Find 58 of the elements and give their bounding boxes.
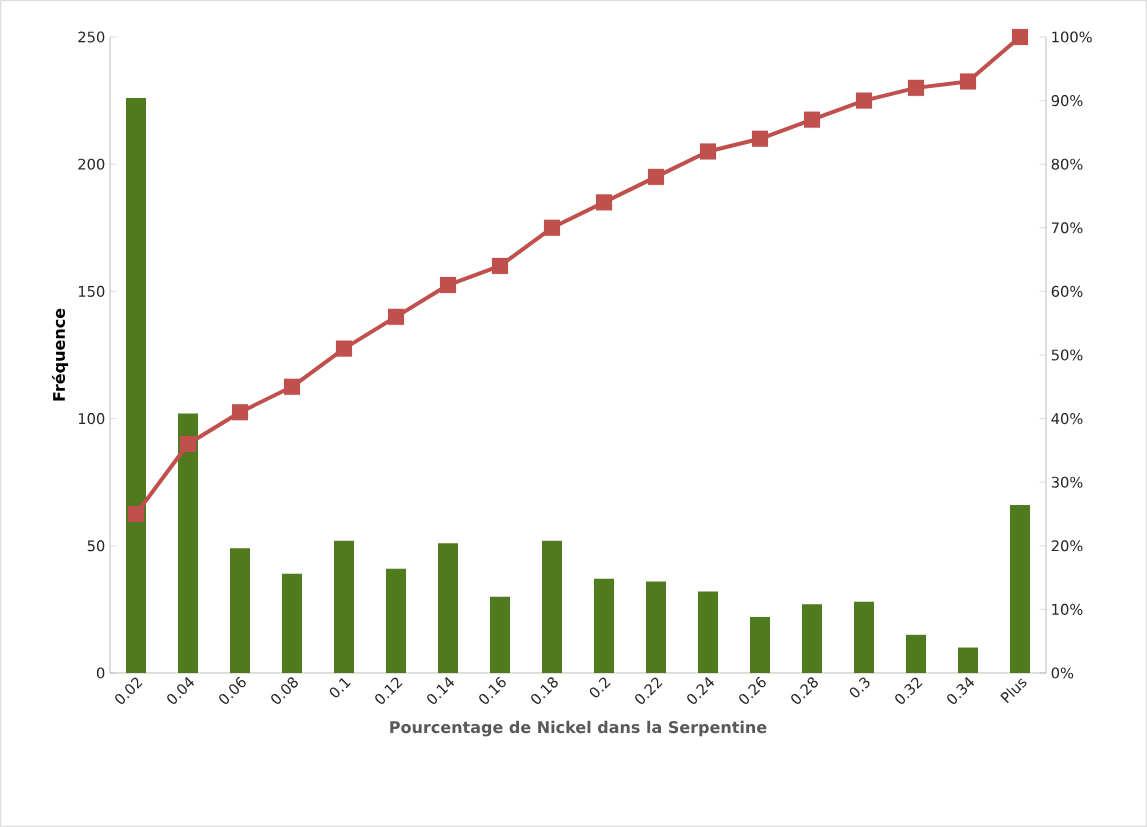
bar: [1010, 505, 1030, 673]
y2-tick-label: 80%: [1051, 158, 1083, 170]
point: [699, 143, 717, 160]
point: [231, 404, 249, 421]
y-tick-label: 50: [87, 540, 105, 552]
point: [543, 219, 561, 236]
bar: [178, 413, 198, 673]
point: [959, 73, 977, 90]
y-tick-label: 250: [78, 31, 105, 43]
y2-tick-label: 70%: [1051, 222, 1083, 234]
y2-tick-label: 10%: [1052, 603, 1083, 615]
point: [439, 276, 457, 294]
y-tick-label: 100: [78, 413, 105, 425]
y2-tick-label: 40%: [1051, 413, 1083, 425]
x-tick-label: 0.2: [589, 677, 611, 698]
point: [1011, 28, 1029, 46]
y-tick-label: 150: [78, 285, 105, 297]
y2-tick-label: 30%: [1051, 476, 1083, 488]
x-tick-label: 0.1: [329, 678, 351, 698]
point: [595, 194, 613, 211]
y2-tick-label: 100%: [1052, 31, 1092, 43]
y-tick-label: 0: [96, 667, 105, 679]
point: [387, 308, 405, 325]
y2-tick-label: 50%: [1051, 349, 1083, 361]
bar: [334, 540, 355, 673]
bar: [386, 568, 406, 673]
bar: [958, 647, 978, 673]
bar: [282, 573, 302, 673]
point: [855, 92, 873, 109]
y-tick-label: 200: [78, 158, 105, 170]
bar: [542, 540, 562, 673]
point: [335, 340, 353, 357]
y2-tick-label: 60%: [1051, 285, 1083, 297]
x-axis-title: Pourcentage de Nickel dans la Serpentine: [390, 720, 767, 737]
point: [647, 168, 665, 185]
point: [283, 378, 301, 395]
bar: [126, 98, 146, 673]
bar: [230, 548, 250, 673]
bar: [698, 591, 718, 673]
point: [127, 505, 145, 523]
y-axis-title: Fréquence: [52, 308, 69, 401]
bar: [490, 596, 510, 673]
bar: [906, 634, 926, 673]
bar: [854, 601, 874, 673]
bar: [750, 617, 770, 673]
y2-tick-label: 20%: [1051, 540, 1083, 552]
point: [803, 111, 821, 128]
y2-tick-label: 0%: [1051, 667, 1074, 679]
bar: [438, 543, 458, 673]
point: [179, 435, 197, 453]
bar: [594, 578, 614, 673]
x-tick-label: 0.3: [849, 677, 870, 698]
bar: [646, 581, 667, 673]
y2-tick-label: 90%: [1051, 95, 1083, 107]
point: [751, 130, 769, 147]
bar: [802, 604, 822, 673]
point: [491, 257, 509, 275]
point: [907, 79, 925, 96]
